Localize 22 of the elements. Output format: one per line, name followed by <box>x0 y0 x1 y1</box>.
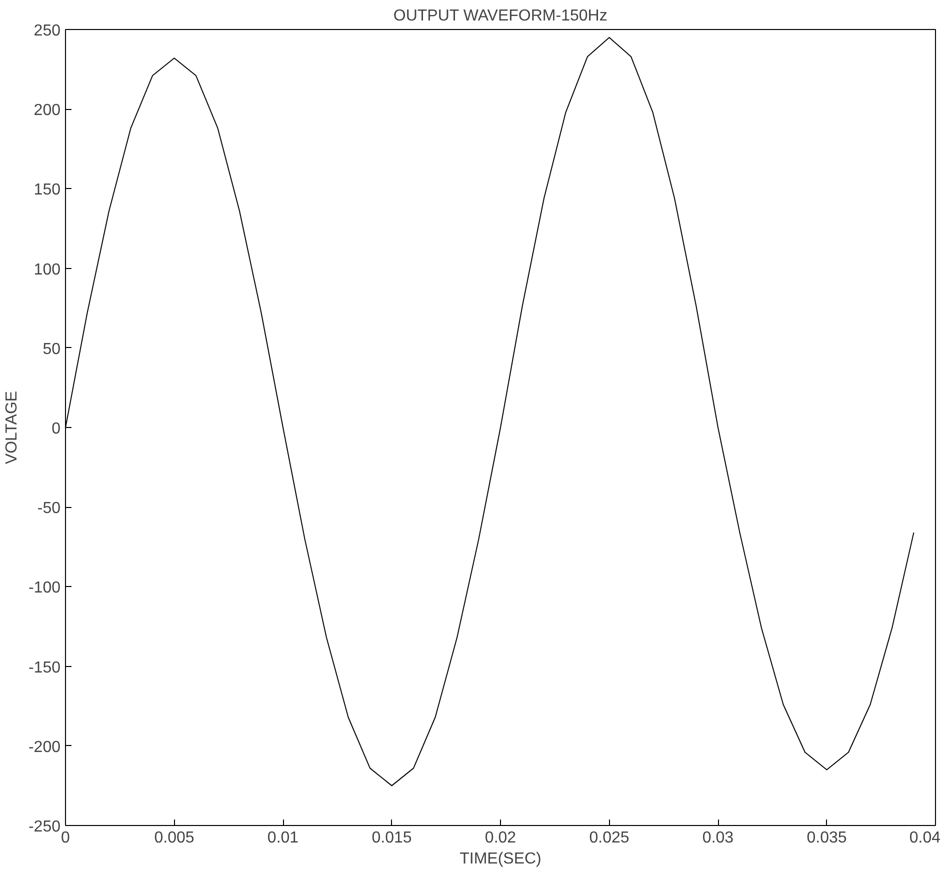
x-tick-label: 0.015 <box>372 830 412 846</box>
x-tick-label: 0.02 <box>484 830 516 846</box>
chart-title: OUTPUT WAVEFORM-150Hz <box>393 8 608 24</box>
y-tick-label: 0 <box>52 420 61 438</box>
y-tick-label: 150 <box>34 182 61 199</box>
y-tick-label: -50 <box>37 500 61 518</box>
y-axis-title: VOLTAGE <box>3 390 20 464</box>
x-tick-label: 0.035 <box>806 830 847 846</box>
y-tick-label: -200 <box>28 738 61 756</box>
x-axis-title: TIME(SEC) <box>460 850 542 868</box>
x-tick-label: 0.025 <box>589 830 630 846</box>
y-tick-label: -100 <box>28 580 61 597</box>
y-tick-label: -150 <box>28 659 61 676</box>
x-tick-label: 0.04 <box>909 830 941 846</box>
x-tick-label: 0.01 <box>267 830 299 846</box>
y-tick-label: 100 <box>34 261 61 278</box>
y-tick-label: 250 <box>34 22 61 40</box>
x-tick-label: 0.03 <box>702 830 734 846</box>
y-tick-label: 50 <box>42 340 61 358</box>
y-tick-label: -250 <box>28 818 61 836</box>
y-tick-label: 200 <box>34 102 61 120</box>
x-tick-label: 0.005 <box>154 830 194 846</box>
